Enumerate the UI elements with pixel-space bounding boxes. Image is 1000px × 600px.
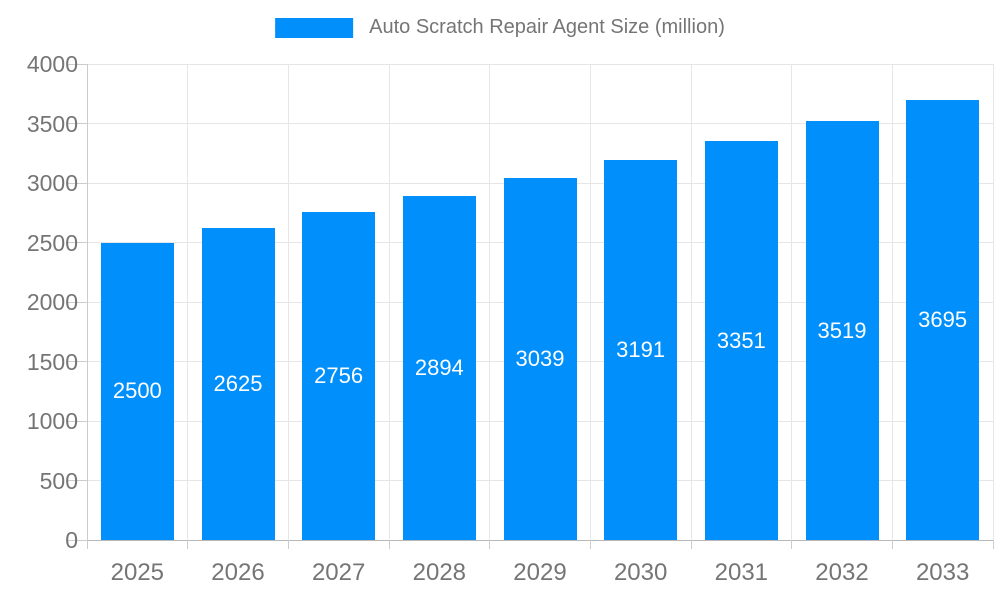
bar[interactable]: 2625 bbox=[201, 227, 275, 540]
x-axis-tick bbox=[388, 540, 390, 549]
x-axis-tick bbox=[791, 540, 793, 549]
x-axis-label: 2026 bbox=[211, 559, 265, 586]
y-axis-tick bbox=[67, 420, 87, 422]
y-axis-label: 3000 bbox=[26, 170, 78, 196]
y-axis-tick bbox=[67, 242, 87, 243]
x-axis-tick bbox=[287, 540, 289, 549]
bar-value-label: 2756 bbox=[314, 363, 364, 388]
y-axis-tick bbox=[67, 63, 87, 65]
legend-swatch-icon bbox=[275, 17, 354, 38]
x-axis-tick bbox=[589, 540, 591, 549]
y-gridline bbox=[87, 63, 993, 65]
x-gridline bbox=[992, 64, 994, 540]
y-axis-tick bbox=[67, 539, 87, 541]
y-axis-line bbox=[86, 64, 88, 540]
y-axis-label: 2500 bbox=[26, 229, 78, 256]
x-axis-baseline bbox=[87, 539, 993, 541]
x-axis-label: 2030 bbox=[613, 559, 668, 586]
y-axis-label: 1500 bbox=[26, 348, 78, 375]
legend[interactable]: Auto Scratch Repair Agent Size (million) bbox=[275, 16, 725, 39]
bar-value-label: 2500 bbox=[112, 378, 162, 404]
bar-value-label: 2894 bbox=[414, 354, 464, 380]
bar-value-label: 3519 bbox=[817, 317, 867, 343]
bar-value-label: 3039 bbox=[515, 346, 565, 372]
y-axis-label: 3500 bbox=[26, 110, 78, 137]
bar[interactable]: 2894 bbox=[402, 195, 476, 540]
bar-value-label: 3191 bbox=[616, 337, 666, 363]
bar[interactable]: 2756 bbox=[302, 212, 376, 540]
x-axis-label: 2032 bbox=[815, 559, 869, 586]
y-gridline bbox=[87, 123, 993, 124]
x-gridline bbox=[388, 64, 390, 540]
bar[interactable]: 3351 bbox=[704, 141, 778, 540]
bar[interactable]: 3695 bbox=[906, 100, 980, 540]
y-axis-label: 0 bbox=[65, 527, 78, 553]
y-axis-tick bbox=[67, 123, 87, 124]
legend-label: Auto Scratch Repair Agent Size (million) bbox=[369, 16, 725, 38]
x-gridline bbox=[891, 64, 893, 540]
x-axis-tick bbox=[187, 540, 189, 549]
x-axis-label: 2031 bbox=[714, 559, 769, 586]
x-axis-tick bbox=[489, 540, 491, 549]
bar-value-label: 2625 bbox=[213, 370, 263, 396]
x-axis-tick bbox=[891, 540, 893, 549]
x-gridline bbox=[287, 64, 289, 540]
bar[interactable]: 3191 bbox=[604, 160, 678, 540]
y-axis-label: 1000 bbox=[26, 408, 78, 434]
y-axis-label: 2000 bbox=[26, 289, 78, 315]
y-axis-tick bbox=[67, 182, 87, 184]
bar[interactable]: 2500 bbox=[100, 242, 174, 540]
x-axis-label: 2027 bbox=[311, 559, 366, 586]
x-axis-tick bbox=[992, 540, 994, 549]
x-gridline bbox=[690, 64, 692, 540]
x-gridline bbox=[589, 64, 591, 540]
bar[interactable]: 3039 bbox=[503, 178, 577, 540]
bar-value-label: 3695 bbox=[918, 307, 968, 333]
x-axis-tick bbox=[690, 540, 692, 549]
x-axis-label: 2025 bbox=[110, 559, 165, 586]
x-gridline bbox=[187, 64, 189, 540]
y-axis-tick bbox=[67, 301, 87, 303]
bar[interactable]: 3519 bbox=[805, 121, 879, 540]
y-axis-label: 500 bbox=[39, 467, 78, 494]
y-axis-label: 4000 bbox=[26, 51, 78, 77]
x-axis-label: 2033 bbox=[915, 559, 970, 586]
y-axis-tick bbox=[67, 480, 87, 481]
x-axis-label: 2029 bbox=[513, 559, 567, 586]
x-axis-tick bbox=[86, 540, 88, 549]
bar-value-label: 3351 bbox=[716, 327, 766, 353]
x-gridline bbox=[791, 64, 793, 540]
x-gridline bbox=[489, 64, 491, 540]
x-axis-label: 2028 bbox=[412, 559, 467, 586]
y-axis-tick bbox=[67, 361, 87, 362]
